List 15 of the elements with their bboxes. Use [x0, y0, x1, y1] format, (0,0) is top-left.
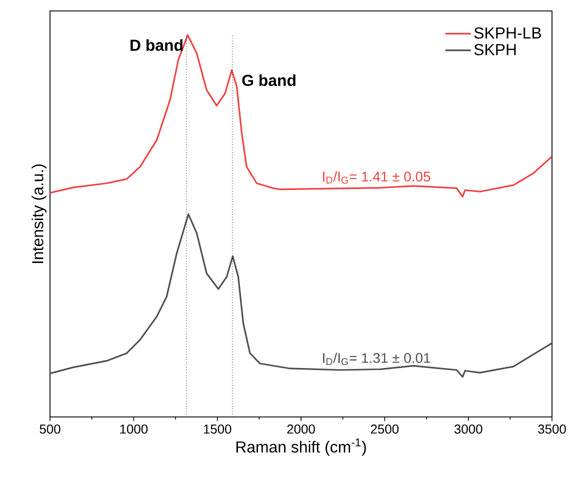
- legend-label: SKPH: [474, 44, 516, 56]
- x-tick-label: 2500: [370, 424, 399, 434]
- y-axis-title: Intensity (a.u.): [32, 164, 46, 264]
- x-tick-label: 2000: [287, 424, 315, 434]
- x-tick-label: 1000: [120, 424, 148, 434]
- annotation: I$_{D}$/I$_{G}$= 1.31 ± 0.01: [323, 352, 430, 366]
- annotation: D band: [130, 39, 182, 51]
- annotation: G band: [242, 74, 296, 86]
- x-axis-title: Raman shift (cm$^{-1}$): [236, 438, 366, 456]
- x-tick-label: 3000: [454, 424, 482, 434]
- annotation: I$_{D}$/I$_{G}$= 1.41 ± 0.05: [323, 171, 430, 184]
- x-tick-label: 3500: [538, 424, 566, 434]
- x-tick-label: 500: [40, 424, 60, 434]
- legend-label: SKPH-LB: [474, 27, 541, 39]
- x-tick-label: 1500: [204, 424, 232, 434]
